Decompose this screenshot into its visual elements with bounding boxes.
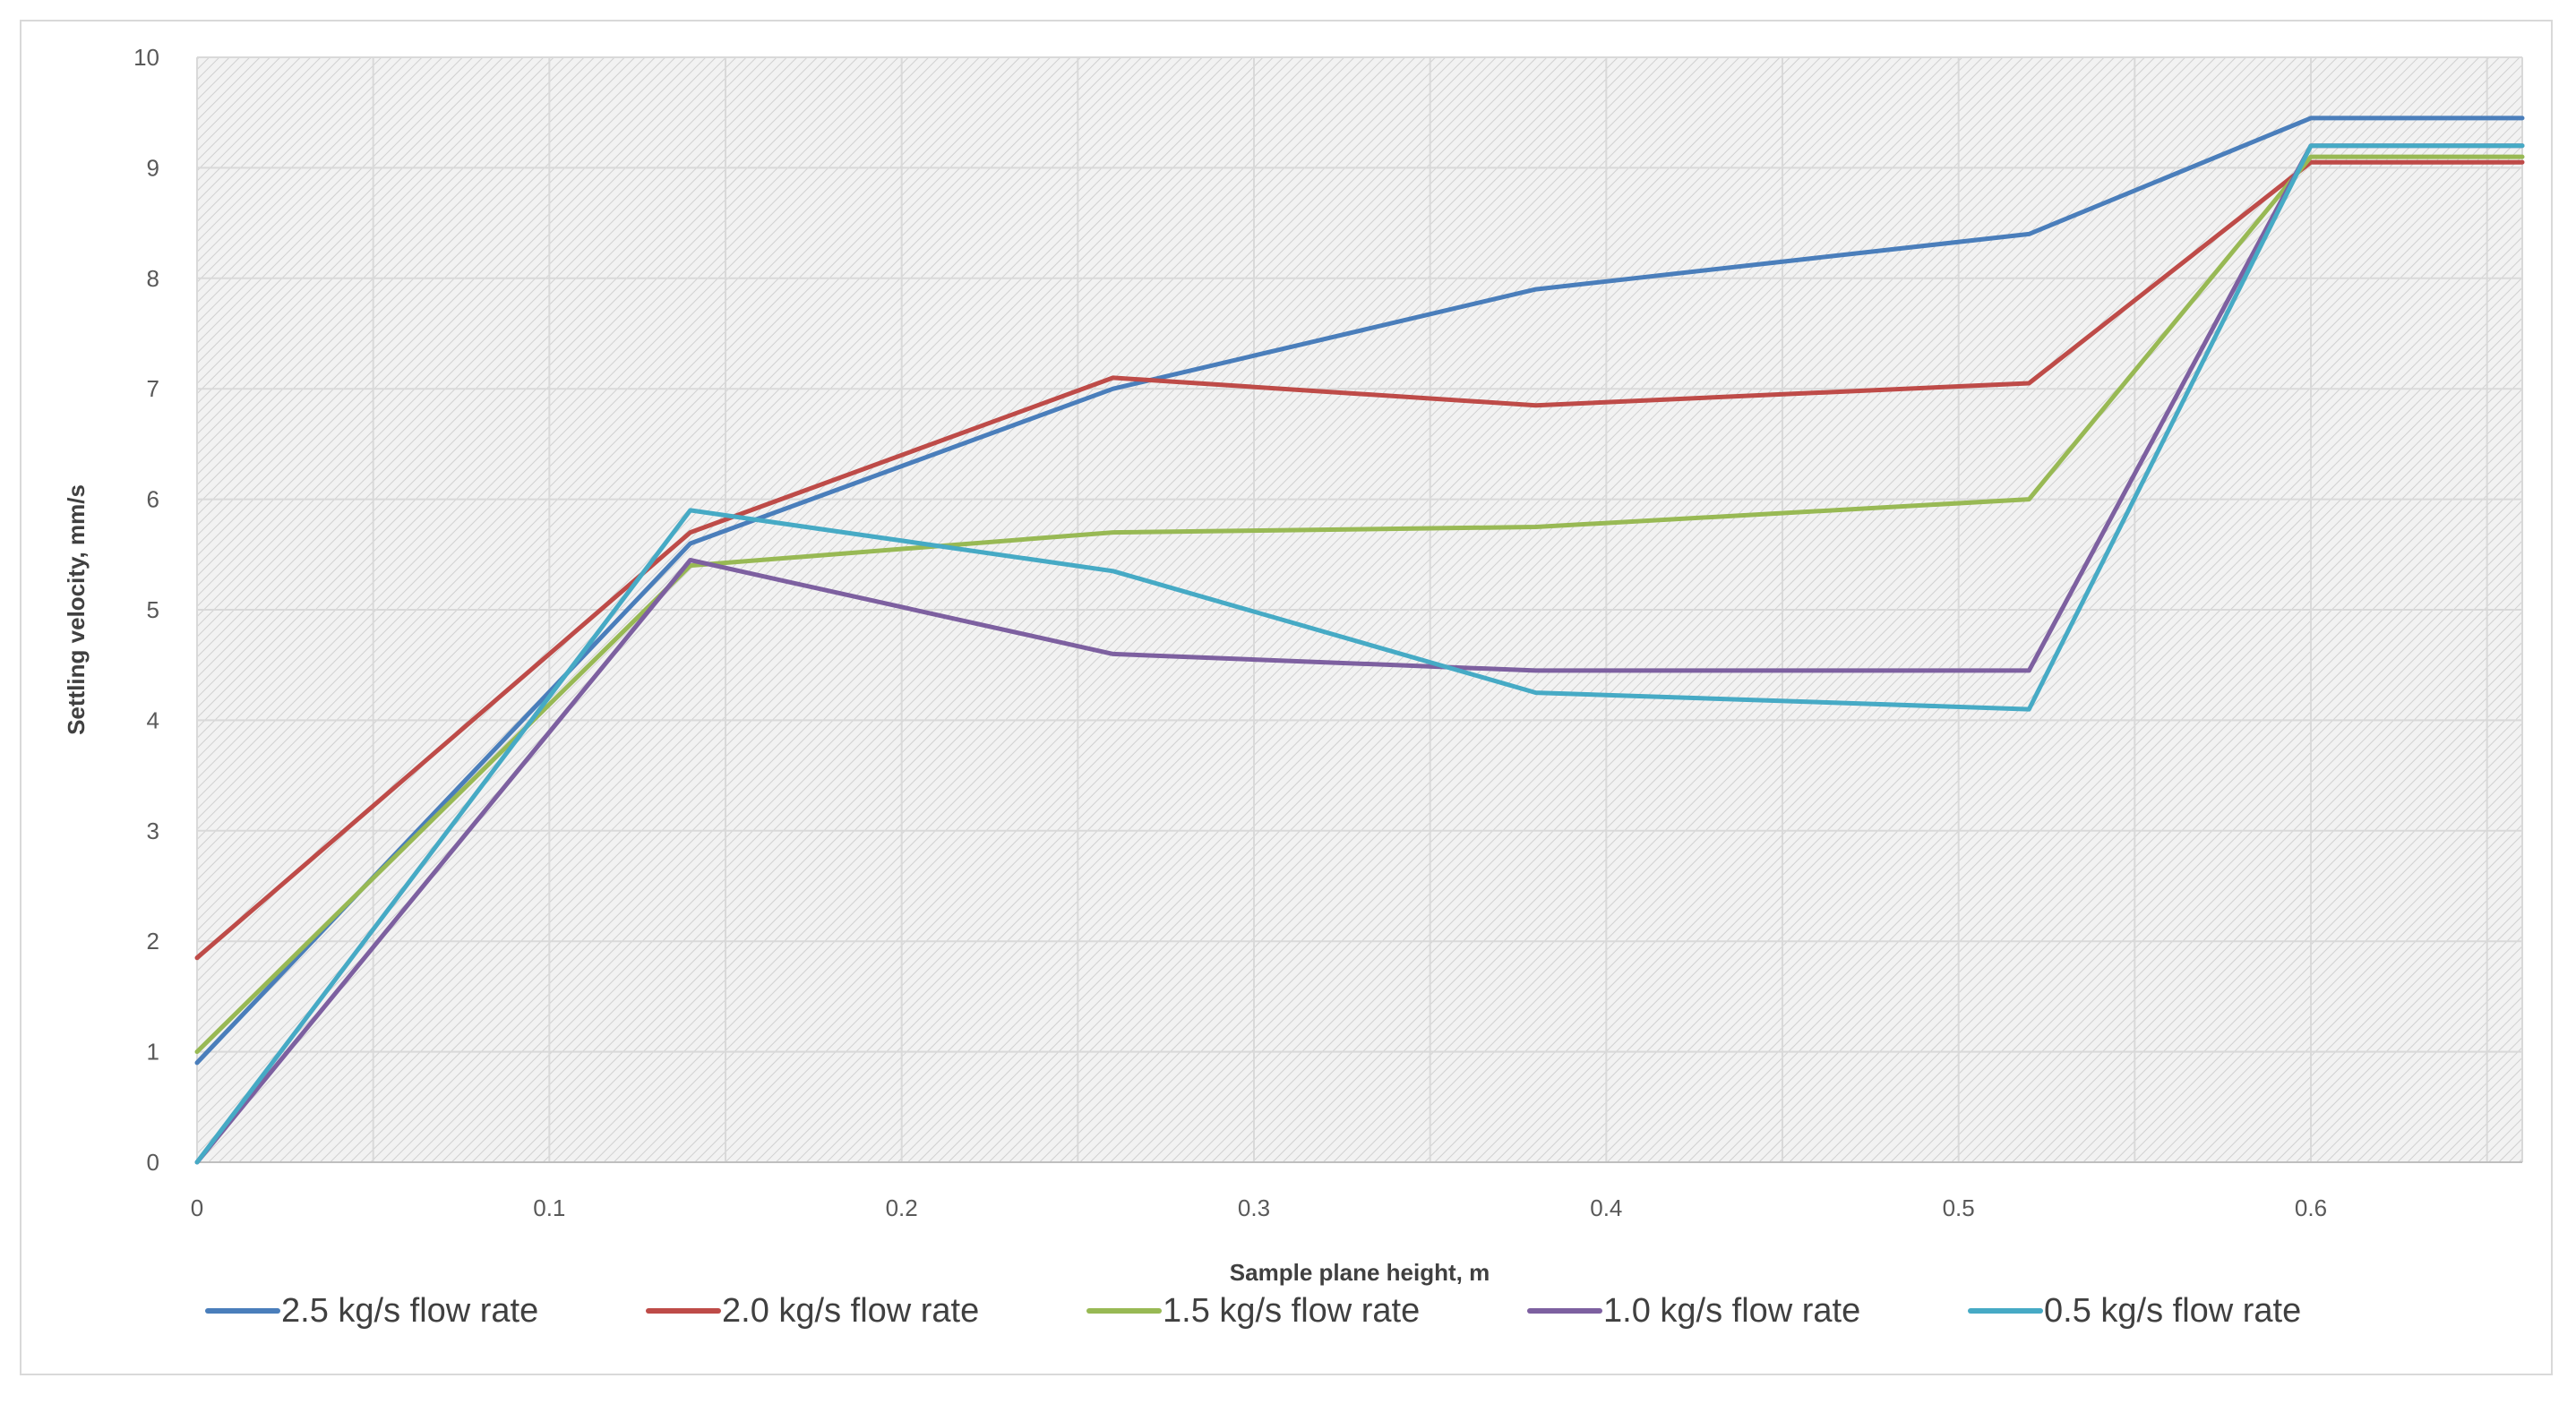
legend-label: 2.0 kg/s flow rate: [722, 1292, 979, 1330]
x-axis-title: Sample plane height, m: [1230, 1259, 1490, 1286]
x-tick-label: 0.5: [1943, 1194, 1975, 1221]
y-tick-label: 1: [147, 1039, 159, 1066]
series-group: [194, 116, 2525, 1165]
y-tick-label: 6: [147, 486, 159, 513]
gridlines: [196, 56, 2523, 1163]
x-tick-label: 0.2: [886, 1194, 918, 1221]
legend-label: 1.5 kg/s flow rate: [1163, 1292, 1420, 1330]
y-tick-label: 9: [147, 154, 159, 181]
y-tick-label: 2: [147, 928, 159, 955]
y-tick-label: 4: [147, 706, 159, 733]
legend-label: 0.5 kg/s flow rate: [2044, 1292, 2301, 1330]
line-chart: 0 1 2 3 4 5 6 7 8 9 10 0 0.1 0.2 0.3 0.4 0.5 0.6 2.5 kg/s…: [63, 44, 2525, 1330]
legend: 2.5 kg/s flow rate 2.0 kg/s flow rate 1.5 …: [205, 1292, 2301, 1330]
legend-label: 1.0 kg/s flow rate: [1603, 1292, 1860, 1330]
y-tick-label: 8: [147, 265, 159, 292]
series-line-3: [194, 154, 2525, 1055]
y-tick-label: 5: [147, 596, 159, 623]
x-tick-label: 0: [191, 1194, 203, 1221]
y-axis-title: Settling velocity, mm/s: [63, 484, 90, 735]
x-tick-label: 0.4: [1590, 1194, 1622, 1221]
x-tick-label: 0.3: [1238, 1194, 1270, 1221]
y-tick-label: 0: [147, 1149, 159, 1176]
series-line-5: [194, 143, 2525, 1165]
y-tick-label: 7: [147, 375, 159, 402]
y-tick-label: 3: [147, 818, 159, 844]
series-line-2: [194, 159, 2525, 961]
axes: 0 1 2 3 4 5 6 7 8 9 10 0 0.1 0.2 0.3 0.4 0.5 0.6: [133, 44, 2522, 1221]
y-tick-label: 10: [133, 44, 159, 71]
x-tick-label: 0.1: [533, 1194, 565, 1221]
x-tick-label: 0.6: [2295, 1194, 2327, 1221]
chart-frame: 0 1 2 3 4 5 6 7 8 9 10 0 0.1 0.2 0.3 0.4 0.5 0.6 2.5 kg/s…: [20, 20, 2553, 1375]
series-line-1: [194, 116, 2525, 1066]
legend-label: 2.5 kg/s flow rate: [281, 1292, 538, 1330]
